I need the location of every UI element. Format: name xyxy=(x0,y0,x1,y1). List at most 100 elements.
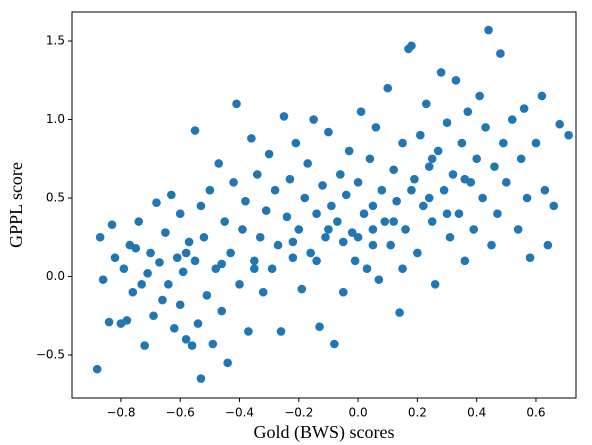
point xyxy=(297,284,307,294)
point xyxy=(525,253,535,262)
point xyxy=(481,123,490,132)
point xyxy=(389,165,398,175)
point xyxy=(110,253,120,262)
point xyxy=(338,287,348,297)
point xyxy=(519,104,529,113)
point xyxy=(522,193,532,203)
point xyxy=(442,118,452,127)
x-tick-label: −0.4 xyxy=(225,406,254,420)
point xyxy=(181,334,191,344)
point xyxy=(107,220,117,230)
point xyxy=(407,41,416,51)
point xyxy=(241,196,250,206)
point xyxy=(338,237,348,247)
point xyxy=(303,159,312,168)
point xyxy=(555,119,564,129)
point xyxy=(407,185,416,195)
point xyxy=(291,138,301,148)
point xyxy=(223,358,232,368)
point xyxy=(341,190,351,200)
plot-frame xyxy=(71,11,577,399)
point xyxy=(288,253,298,262)
point xyxy=(152,198,161,208)
x-tick-label: −0.8 xyxy=(106,406,135,420)
y-tick-label: 0.0 xyxy=(46,269,65,283)
point xyxy=(460,174,470,184)
point xyxy=(333,217,342,226)
point xyxy=(507,115,517,124)
point xyxy=(368,225,378,234)
point xyxy=(430,280,440,289)
point xyxy=(487,240,496,250)
point xyxy=(140,341,149,350)
point xyxy=(499,138,508,148)
x-tick-label: 0.2 xyxy=(408,406,427,420)
point xyxy=(531,138,541,148)
point xyxy=(134,217,144,226)
point xyxy=(98,275,108,284)
point xyxy=(217,306,227,316)
point xyxy=(190,256,200,266)
point xyxy=(392,196,401,206)
point xyxy=(410,174,419,184)
point xyxy=(149,311,158,321)
point xyxy=(537,91,547,101)
point xyxy=(454,209,464,219)
point xyxy=(205,185,215,195)
point xyxy=(516,154,526,164)
point xyxy=(190,126,200,135)
point xyxy=(368,201,378,211)
point xyxy=(398,264,407,273)
point xyxy=(380,217,390,226)
point xyxy=(169,324,179,333)
point xyxy=(416,130,425,140)
point xyxy=(306,248,315,258)
point xyxy=(92,364,102,374)
point xyxy=(353,232,363,242)
point xyxy=(496,49,505,58)
point xyxy=(161,228,170,237)
point xyxy=(463,107,473,116)
point xyxy=(436,68,446,77)
point xyxy=(502,178,511,187)
point xyxy=(513,225,523,234)
point xyxy=(175,209,185,219)
point xyxy=(167,190,176,200)
point xyxy=(324,127,333,137)
point xyxy=(229,178,238,187)
point xyxy=(427,154,437,164)
point xyxy=(164,280,173,289)
point xyxy=(457,138,467,148)
point xyxy=(336,170,345,179)
y-tick-label: 0.5 xyxy=(46,191,65,205)
point xyxy=(549,201,559,211)
point xyxy=(401,225,410,234)
point xyxy=(344,146,354,156)
point xyxy=(451,75,461,85)
point xyxy=(439,185,449,195)
point xyxy=(238,225,247,234)
point xyxy=(258,287,268,297)
point xyxy=(220,217,229,226)
point xyxy=(312,209,321,219)
point xyxy=(155,258,164,267)
point xyxy=(187,341,197,350)
point xyxy=(288,237,298,247)
point xyxy=(119,264,129,273)
point xyxy=(469,225,479,234)
point xyxy=(362,264,372,273)
y-tick-label: 1.0 xyxy=(46,112,65,126)
point xyxy=(377,185,387,195)
point xyxy=(122,316,132,325)
point xyxy=(252,170,262,179)
point xyxy=(264,149,274,159)
point xyxy=(181,248,191,258)
point xyxy=(250,264,259,273)
point xyxy=(389,217,398,226)
point xyxy=(386,240,396,250)
point xyxy=(226,248,235,258)
point xyxy=(95,232,105,242)
y-tick-label: −0.5 xyxy=(36,347,65,361)
point xyxy=(424,193,434,203)
